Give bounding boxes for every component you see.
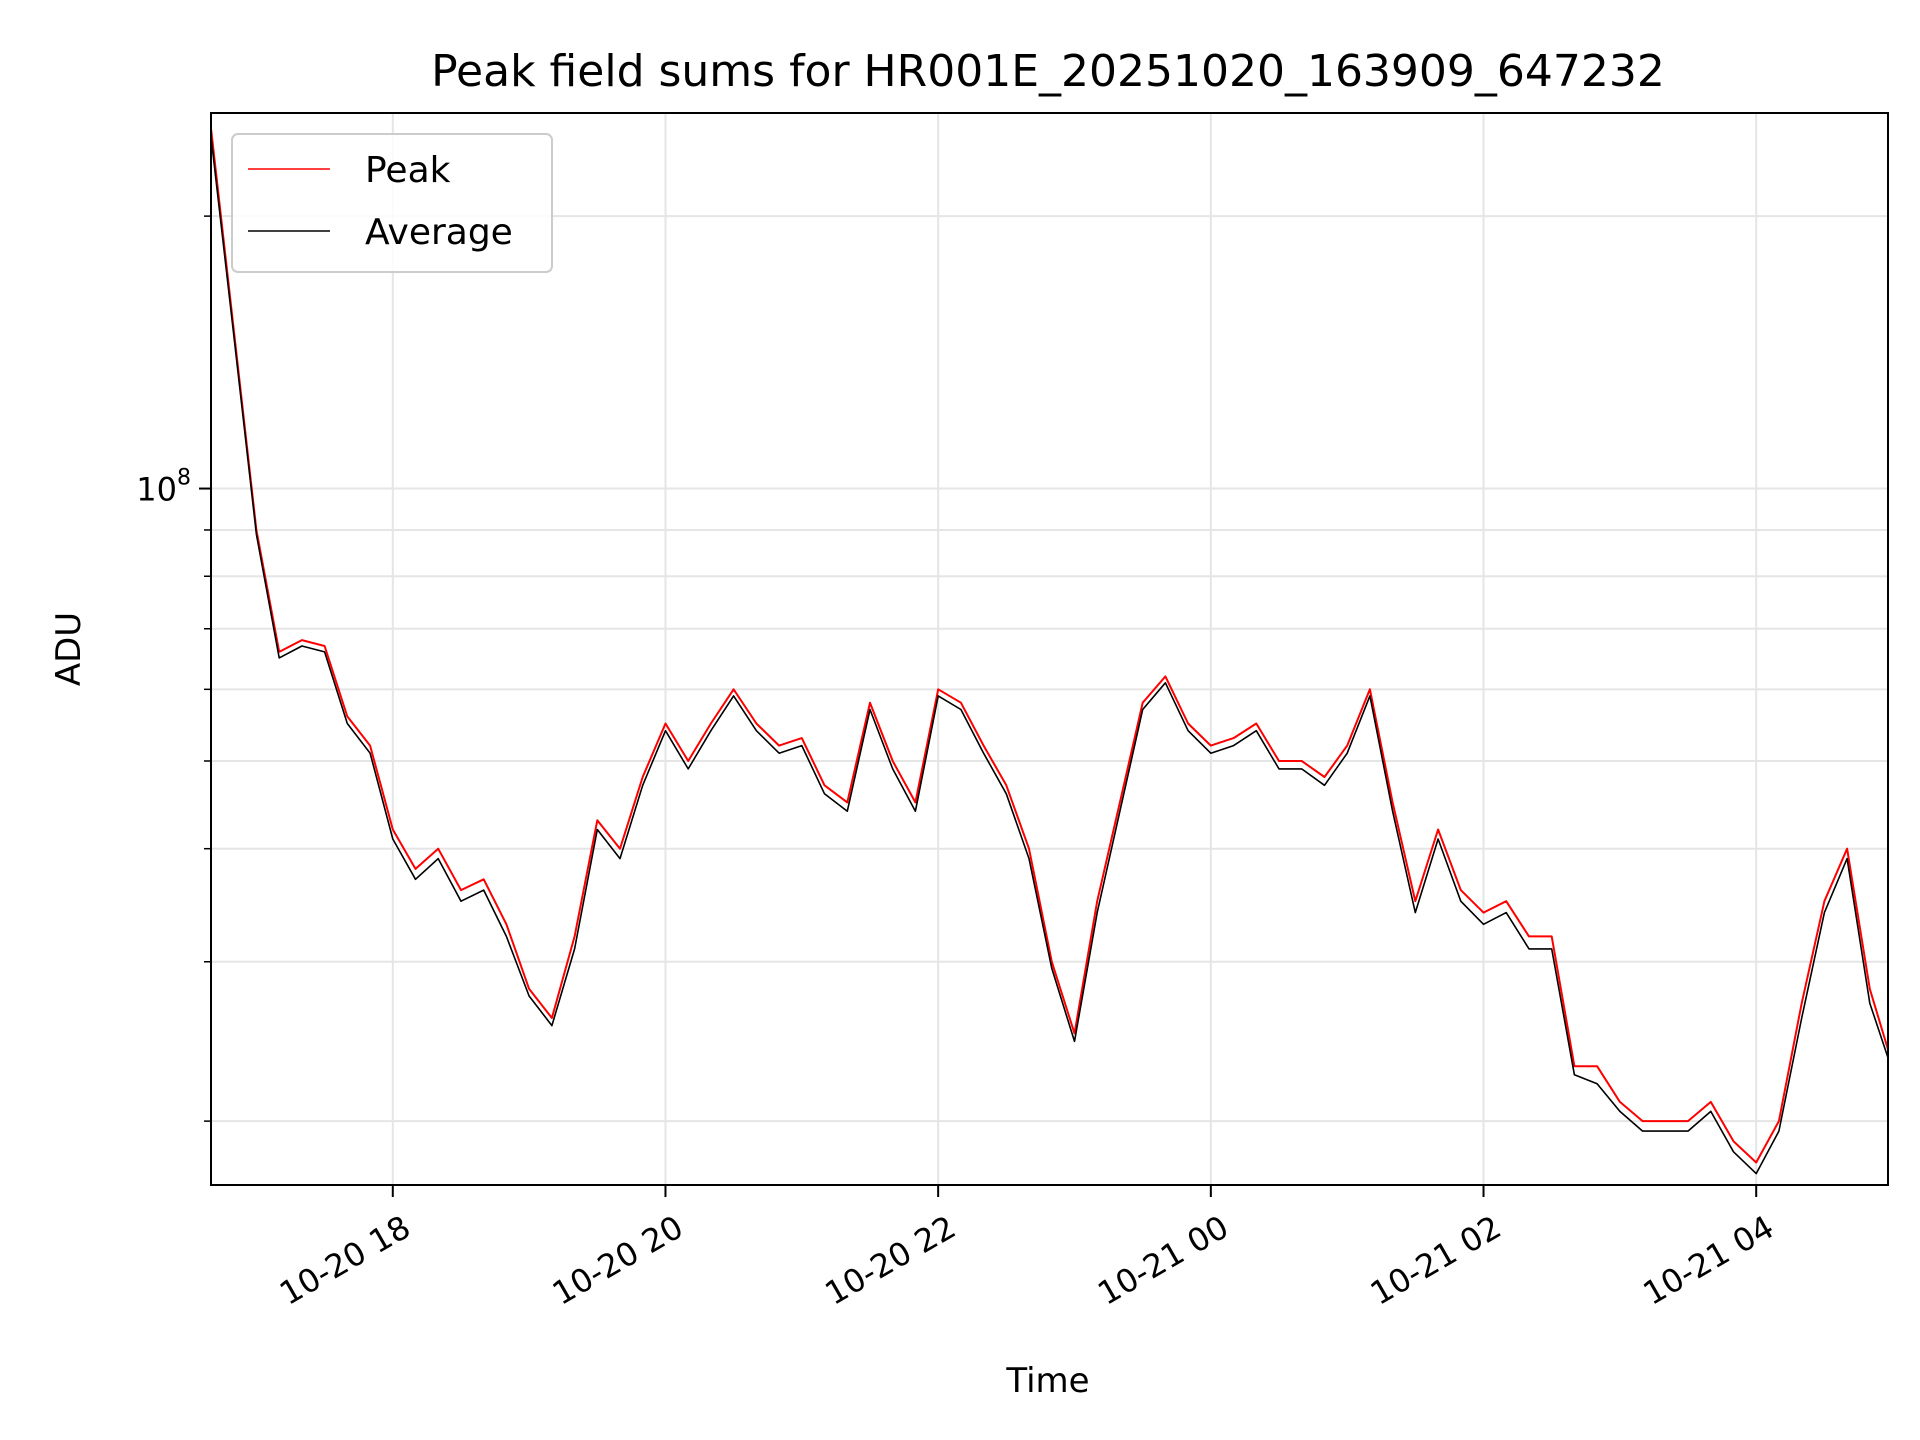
x-axis-label: Time xyxy=(1005,1361,1089,1401)
chart-title: Peak field sums for HR001E_20251020_1639… xyxy=(431,46,1665,97)
legend-label-average: Average xyxy=(365,212,513,253)
plot-area-background xyxy=(211,113,1888,1185)
legend: Peak Average xyxy=(231,133,553,273)
plot-frame xyxy=(210,112,1889,1186)
grid-lines xyxy=(211,113,1888,1185)
y-axis-label: ADU xyxy=(49,612,89,686)
legend-label-peak: Peak xyxy=(365,150,451,191)
y-tick-label: 108 xyxy=(136,466,191,509)
